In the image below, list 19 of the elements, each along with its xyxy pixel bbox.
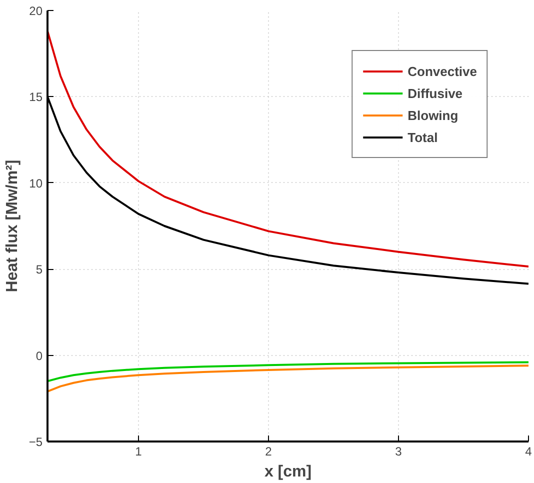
x-tick-label: 2 xyxy=(265,444,272,458)
legend-label: Convective xyxy=(408,64,477,78)
y-tick-label: 20 xyxy=(29,4,43,18)
x-axis-title: x [cm] xyxy=(264,464,312,480)
line-series xyxy=(48,364,528,393)
legend-label: Diffusive xyxy=(408,86,463,100)
x-tick-label: 1 xyxy=(135,444,142,458)
y-axis-title: Heat flux [Mw/m²] xyxy=(4,160,21,292)
y-tick-label: 10 xyxy=(29,176,43,190)
line-series xyxy=(48,30,528,268)
y-tick-label: −5 xyxy=(28,435,43,449)
x-tick-label: 4 xyxy=(525,444,532,458)
line-series xyxy=(48,361,528,382)
legend-label: Blowing xyxy=(408,108,458,122)
legend-label: Total xyxy=(408,130,438,144)
y-tick-label: 5 xyxy=(36,262,43,277)
x-tick-label: 3 xyxy=(395,444,402,458)
y-tick-label: 15 xyxy=(29,90,43,104)
y-tick-label: 0 xyxy=(36,348,43,363)
